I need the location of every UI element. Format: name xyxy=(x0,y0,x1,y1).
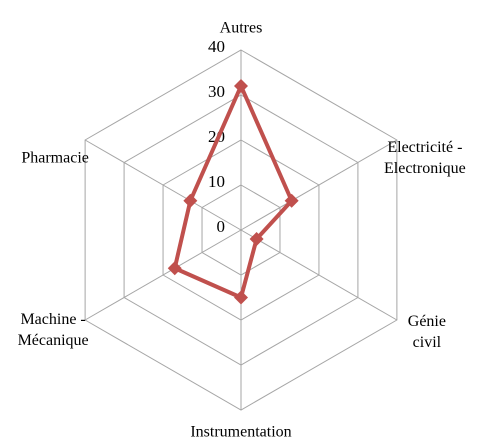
axis-label: Autres xyxy=(219,19,263,37)
y-tick-label: 40 xyxy=(208,37,225,56)
axis-label: Génie civil xyxy=(407,313,446,351)
axis-label: Instrumentation xyxy=(190,423,292,441)
marker xyxy=(183,193,198,208)
spoke xyxy=(240,139,398,231)
axis-label: Machine - Mécanique xyxy=(17,311,89,349)
spoke xyxy=(84,139,242,231)
marker xyxy=(234,290,248,305)
series-line xyxy=(172,84,294,300)
axis-label: Electricité - Electronique xyxy=(384,139,466,177)
y-tick-label: 10 xyxy=(208,172,225,191)
spoke xyxy=(240,229,398,321)
spoke xyxy=(84,229,242,321)
y-tick-label: 0 xyxy=(217,217,226,236)
y-tick-label: 30 xyxy=(208,82,225,101)
marker xyxy=(234,79,248,93)
axis-label: Pharmacie xyxy=(21,149,89,167)
marker xyxy=(284,193,299,208)
marker xyxy=(249,232,264,246)
marker xyxy=(167,261,182,276)
